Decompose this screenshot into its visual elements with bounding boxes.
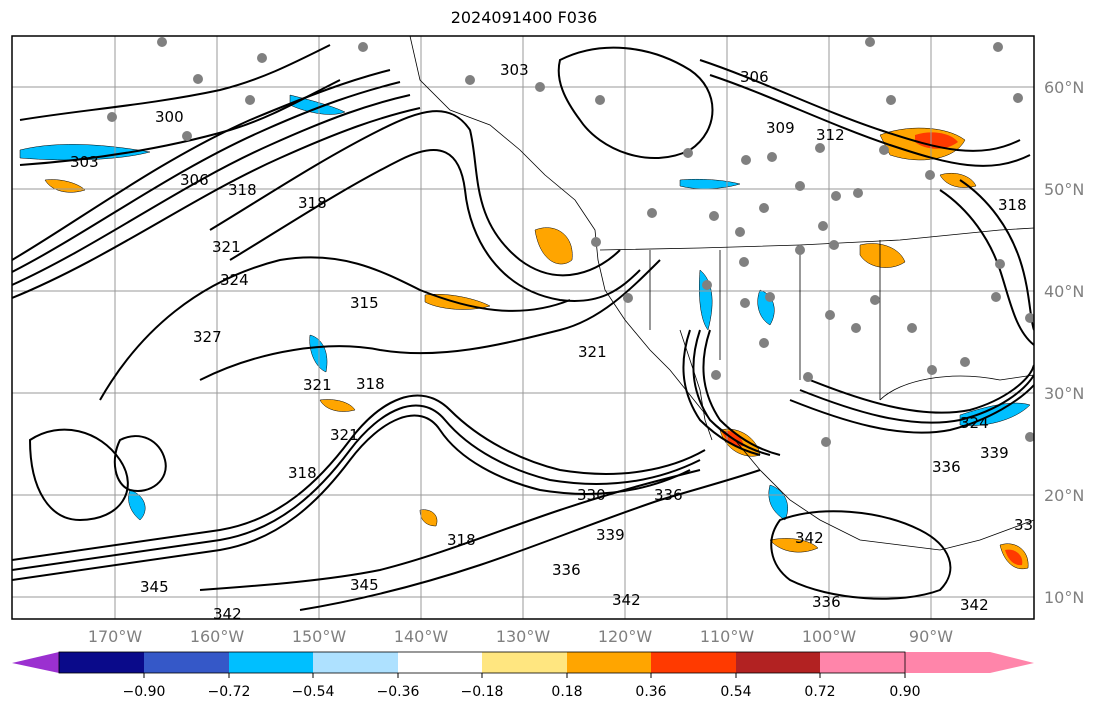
colorbar-segment (398, 652, 482, 673)
lon-tick-label: 150°W (292, 627, 347, 646)
contour-label: 339 (980, 444, 1009, 462)
lon-tick-label: 160°W (190, 627, 245, 646)
colorbar-segment (229, 652, 313, 673)
contour-label: 306 (180, 171, 209, 189)
station-markers (107, 37, 1034, 447)
colorbar-tick-label: −0.90 (123, 684, 166, 700)
lat-tick-label: 40°N (1044, 282, 1084, 301)
colorbar-tick-label: −0.72 (208, 684, 251, 700)
colorbar: −0.90 −0.72 −0.54 −0.36 −0.18 0.18 0.36 … (12, 651, 1034, 700)
lon-tick-label: 110°W (700, 627, 755, 646)
latitude-labels: 60°N 50°N 40°N 30°N 20°N 10°N (1044, 78, 1084, 607)
colorbar-segment (736, 652, 820, 673)
lat-tick-label: 10°N (1044, 588, 1084, 607)
contour-label: 321 (578, 343, 607, 361)
contour-label: 330 (577, 486, 606, 504)
colorbar-tick-label: 0.18 (551, 684, 582, 700)
lat-tick-label: 30°N (1044, 384, 1084, 403)
colorbar-ticks (143, 673, 906, 678)
contour-label: 318 (288, 464, 317, 482)
chart-title: 2024091400 F036 (450, 8, 598, 27)
map-frame (11, 35, 1035, 620)
lon-tick-label: 100°W (802, 627, 857, 646)
lon-tick-label: 120°W (598, 627, 653, 646)
colorbar-extend-min (12, 652, 59, 673)
colorbar-segment (59, 652, 144, 673)
contour-label: 342 (960, 596, 989, 614)
contour-label: 324 (960, 414, 989, 432)
colorbar-tick-label: 0.54 (720, 684, 751, 700)
contour-label: 306 (740, 68, 769, 86)
lon-tick-label: 130°W (496, 627, 551, 646)
contour-label: 300 (155, 108, 184, 126)
contour-label: 327 (193, 328, 222, 346)
contour-label: 336 (654, 486, 683, 504)
contour-label: 318 (998, 196, 1027, 214)
contour-label: 342 (795, 529, 824, 547)
colorbar-segment (651, 652, 736, 673)
colorbar-segment (482, 652, 567, 673)
contour-label: 345 (350, 576, 379, 594)
colorbar-segment (313, 652, 398, 673)
lat-tick-label: 60°N (1044, 78, 1084, 97)
contour-label: 333 (1014, 516, 1043, 534)
colorbar-tick-label: 0.72 (804, 684, 835, 700)
contour-label: 339 (596, 526, 625, 544)
lat-tick-label: 50°N (1044, 180, 1084, 199)
contour-label: 318 (447, 531, 476, 549)
contour-label: 312 (816, 126, 845, 144)
lon-tick-label: 90°W (909, 627, 953, 646)
colorbar-segments (59, 652, 905, 673)
contour-label: 318 (356, 375, 385, 393)
contour-label: 303 (500, 61, 529, 79)
contour-labels: 300 303 306 318 318 321 324 327 315 321 … (70, 61, 1043, 623)
colorbar-segment (567, 652, 651, 673)
contour-label: 342 (612, 591, 641, 609)
map-content: 300 303 306 318 318 321 324 327 315 321 … (12, 36, 1043, 623)
contour-label: 315 (350, 294, 379, 312)
contour-label: 318 (298, 194, 327, 212)
contour-label: 345 (140, 578, 169, 596)
colorbar-extend-max (905, 652, 1034, 673)
colorbar-tick-label: 0.90 (889, 684, 920, 700)
graticule (12, 36, 1034, 619)
contour-label: 336 (552, 561, 581, 579)
colorbar-tick-label: 0.36 (635, 684, 666, 700)
colorbar-tick-label: −0.18 (461, 684, 504, 700)
lon-tick-label: 170°W (88, 627, 143, 646)
longitude-labels: 170°W 160°W 150°W 140°W 130°W 120°W 110°… (88, 627, 953, 646)
contour-label: 321 (303, 376, 332, 394)
contour-label: 342 (213, 605, 242, 623)
contour-lines (12, 44, 1034, 611)
colorbar-segment (144, 652, 229, 673)
contour-label: 309 (766, 119, 795, 137)
colorbar-tick-label: −0.36 (377, 684, 420, 700)
contour-label: 336 (812, 593, 841, 611)
contour-label: 324 (220, 271, 249, 289)
contour-label: 321 (330, 426, 359, 444)
contour-label: 303 (70, 153, 99, 171)
contour-label: 321 (212, 238, 241, 256)
contour-label: 336 (932, 458, 961, 476)
lat-tick-label: 20°N (1044, 486, 1084, 505)
colorbar-tick-labels: −0.90 −0.72 −0.54 −0.36 −0.18 0.18 0.36 … (123, 684, 921, 700)
colorbar-tick-label: −0.54 (292, 684, 335, 700)
colorbar-segment (820, 652, 905, 673)
contour-label: 318 (228, 181, 257, 199)
lon-tick-label: 140°W (394, 627, 449, 646)
